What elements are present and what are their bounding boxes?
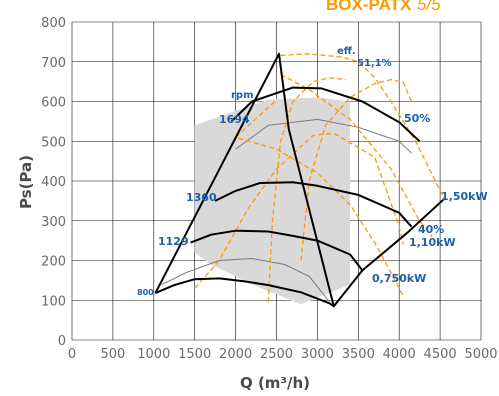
annotation-eff-max: 51,1%: [357, 58, 392, 69]
x-tick-label: 2500: [260, 347, 293, 362]
y-axis-title: Ps(Pa): [17, 155, 35, 209]
annotation-rpm: rpm: [231, 90, 254, 101]
y-tick-label: 0: [58, 334, 66, 349]
x-tick-label: 0: [68, 347, 76, 362]
speed-curve: [190, 229, 364, 272]
operating-area-fill: [194, 97, 351, 305]
y-tick-label: 100: [41, 294, 66, 309]
x-tick-label: 5000: [464, 347, 497, 362]
x-tick-label: 4000: [383, 347, 416, 362]
tick-labels: 0 500 1000 1500 2000 2500 3000 3500 4000 4500 5000…: [41, 16, 497, 362]
thin-speed-curves: [161, 118, 412, 303]
speed-curves: [154, 52, 445, 308]
thin-speed-curve: [235, 118, 412, 154]
y-tick-label: 500: [41, 135, 66, 150]
y-tick-label: 400: [41, 175, 66, 190]
thin-speed-curve: [161, 257, 331, 303]
x-axis-title: Q (m³/h): [240, 374, 310, 392]
x-tick-label: 3500: [342, 347, 375, 362]
y-tick-label: 200: [41, 255, 66, 270]
x-tick-label: 4500: [424, 347, 457, 362]
annotation-eff-40: 40%: [418, 223, 444, 236]
annotation-power-0750: 0,750kW: [372, 272, 426, 285]
operating-area: [194, 97, 351, 305]
efficiency-curve: [300, 78, 413, 261]
power-curve: [234, 101, 404, 297]
x-tick-label: 1000: [137, 347, 170, 362]
speed-curve: [214, 181, 413, 228]
chart-title-light: 5/5: [417, 0, 441, 14]
annotation-rpm-1360: 1360: [186, 191, 217, 204]
envelope-curve: [154, 52, 445, 308]
y-tick-label: 700: [41, 56, 66, 71]
y-tick-label: 800: [41, 16, 66, 31]
annotation-rpm-1129: 1129: [158, 235, 189, 248]
efficiency-curve: [267, 77, 347, 303]
annotation-rpm-1694: 1694: [219, 113, 250, 126]
annotation-eff: eff.: [337, 46, 356, 57]
y-tick-label: 600: [41, 96, 66, 111]
x-tick-label: 1500: [178, 347, 211, 362]
speed-curve: [230, 86, 421, 143]
annotation-eff-50: 50%: [404, 112, 430, 125]
x-tick-label: 500: [100, 347, 125, 362]
efficiency-curves: [194, 77, 413, 303]
x-tick-label: 3000: [301, 347, 334, 362]
annotation-rpm-800: 800: [137, 288, 154, 297]
speed-curve: [155, 277, 335, 308]
efficiency-curve: [194, 132, 404, 289]
annotation-power-150: 1,50kW: [441, 190, 488, 203]
y-tick-label: 300: [41, 215, 66, 230]
chart-title-bold: BOX-PATX: [326, 0, 412, 14]
annotation-power-110: 1,10kW: [409, 236, 456, 249]
x-tick-label: 2000: [219, 347, 252, 362]
